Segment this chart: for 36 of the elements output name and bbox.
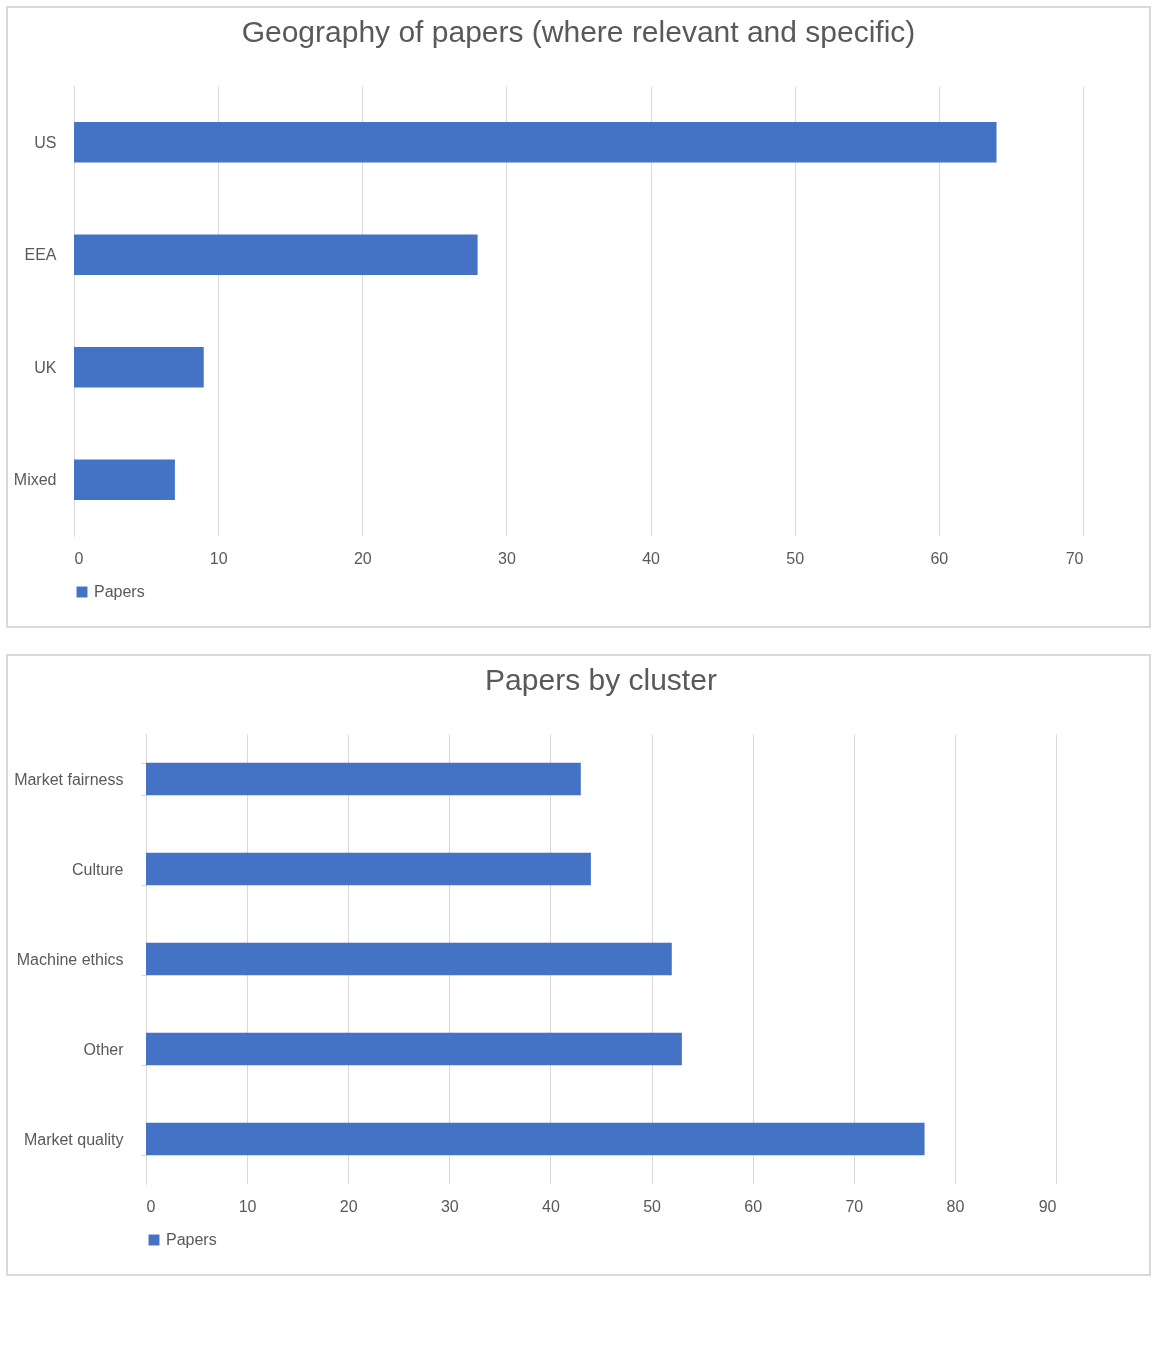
bar bbox=[146, 1122, 925, 1156]
legend-label: Papers bbox=[166, 1231, 217, 1248]
x-tick-label: 70 bbox=[1065, 549, 1084, 567]
y-tick-label: EEA bbox=[24, 246, 57, 264]
x-tick-label: 20 bbox=[353, 549, 372, 567]
y-tick-label: Market quality bbox=[23, 1130, 124, 1148]
x-tick-label: 30 bbox=[440, 1197, 459, 1215]
x-tick-label: 50 bbox=[643, 1197, 662, 1215]
x-tick-label: 40 bbox=[542, 1197, 560, 1215]
y-tick-label: Market fairness bbox=[14, 770, 124, 788]
chart-title: Geography of papers (where relevant and specific) bbox=[241, 15, 916, 48]
x-tick-label: 10 bbox=[238, 1197, 257, 1215]
x-tick-label: 0 bbox=[74, 549, 84, 567]
bar bbox=[146, 762, 581, 796]
y-tick-label: Machine ethics bbox=[16, 950, 124, 968]
x-tick-label: 10 bbox=[209, 549, 228, 567]
chart-title: Papers by cluster bbox=[485, 663, 717, 696]
y-tick-label: Culture bbox=[71, 860, 124, 878]
x-tick-label: 60 bbox=[930, 549, 949, 567]
y-tick-label: Other bbox=[83, 1040, 125, 1058]
y-tick-label: UK bbox=[34, 358, 57, 376]
legend-label: Papers bbox=[94, 583, 145, 600]
x-tick-label: 0 bbox=[146, 1197, 156, 1215]
y-tick-label: Mixed bbox=[13, 471, 57, 489]
bar bbox=[146, 942, 672, 976]
x-tick-label: 70 bbox=[845, 1197, 864, 1215]
x-tick-label: 40 bbox=[642, 549, 661, 567]
bar bbox=[146, 1032, 682, 1066]
y-tick-label: US bbox=[34, 133, 57, 151]
x-tick-label: 20 bbox=[339, 1197, 358, 1215]
x-tick-label: 50 bbox=[786, 549, 805, 567]
x-tick-label: 60 bbox=[744, 1197, 763, 1215]
x-tick-label: 90 bbox=[1038, 1197, 1057, 1215]
bar bbox=[146, 852, 591, 886]
x-tick-label: 30 bbox=[498, 549, 516, 567]
x-tick-label: 80 bbox=[946, 1197, 965, 1215]
